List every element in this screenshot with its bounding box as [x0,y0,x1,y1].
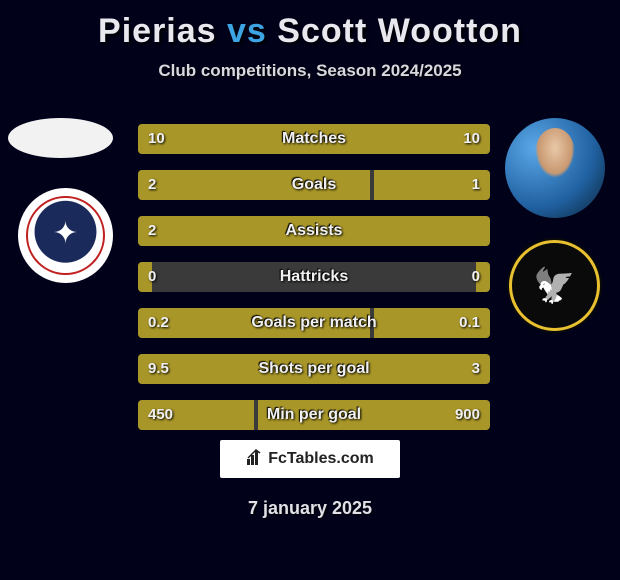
stat-bars-container: 1010Matches 21Goals 2Assists 00Hattricks 0.2… [138,124,490,446]
stat-label: Goals [138,170,490,200]
stat-row: 9.53Shots per goal [138,354,490,384]
comparison-title: Pierias vs Scott Wootton [0,0,620,51]
player1-club-badge [18,188,113,283]
footer-date: 7 january 2025 [0,498,620,519]
player2-club-badge [507,238,602,333]
player2-avatar [505,118,605,218]
stat-row: 2Assists [138,216,490,246]
chart-icon [246,448,264,471]
subtitle: Club competitions, Season 2024/2025 [0,61,620,81]
stat-row: 00Hattricks [138,262,490,292]
right-column [497,118,612,333]
stat-row: 0.20.1Goals per match [138,308,490,338]
stat-row: 21Goals [138,170,490,200]
stat-label: Goals per match [138,308,490,338]
stat-label: Min per goal [138,400,490,430]
player1-name: Pierias [98,12,217,50]
left-column [8,118,123,283]
player1-avatar [8,118,113,158]
player2-name: Scott Wootton [277,12,522,50]
stat-row: 1010Matches [138,124,490,154]
title-vs: vs [227,12,267,50]
footer-logo: FcTables.com [220,440,400,478]
stat-label: Matches [138,124,490,154]
stat-label: Shots per goal [138,354,490,384]
stat-label: Hattricks [138,262,490,292]
stat-label: Assists [138,216,490,246]
footer-logo-text: FcTables.com [268,450,374,468]
stat-row: 450900Min per goal [138,400,490,430]
